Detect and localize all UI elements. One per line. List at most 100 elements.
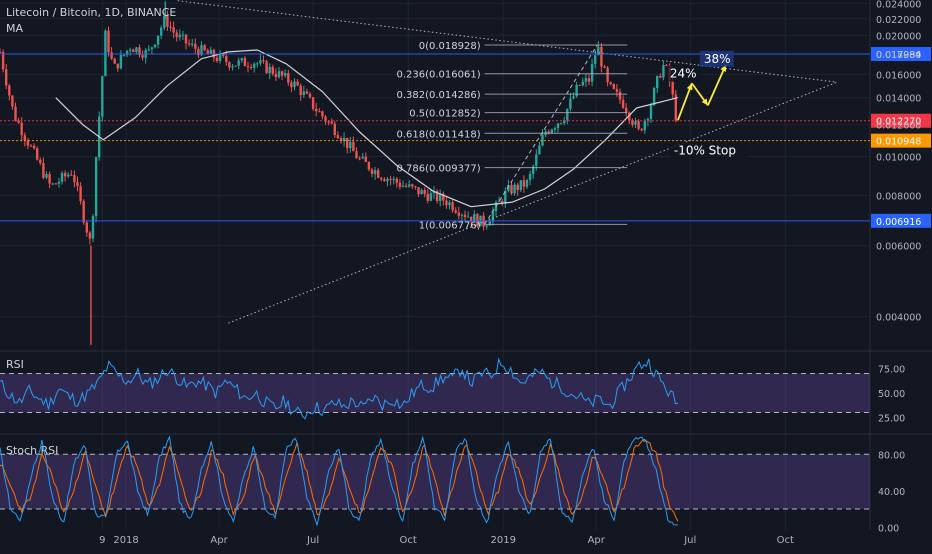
candle-body	[191, 43, 194, 45]
candle-body	[253, 63, 256, 68]
candle-body	[169, 26, 172, 28]
candle-body	[451, 202, 454, 211]
indicator-ma-label[interactable]: MA	[6, 22, 24, 35]
price-tick-label-10: 0.004000	[876, 312, 921, 323]
candle-body	[302, 91, 305, 96]
candle-body	[29, 145, 33, 147]
candle-body	[311, 97, 315, 109]
candle-body	[501, 200, 504, 204]
candle-body	[659, 75, 662, 78]
candle-body	[67, 174, 70, 177]
candle-body	[435, 191, 439, 201]
candle-100	[308, 91, 312, 99]
candle-body	[566, 108, 569, 121]
candle-body	[76, 182, 79, 187]
candle-body	[14, 106, 17, 121]
candle-body	[507, 185, 510, 191]
candle-body	[578, 84, 581, 86]
stoch-tick-label-0: 80.00	[878, 450, 905, 461]
candle-body	[643, 120, 646, 131]
candle-body	[336, 135, 340, 139]
candle-140	[432, 186, 436, 200]
stoch-k-line	[0, 435, 678, 526]
candle-body	[85, 222, 88, 233]
candle-body	[36, 148, 39, 160]
candle-94	[290, 80, 293, 93]
candle-89	[274, 68, 278, 81]
candle-191	[590, 58, 594, 87]
symbol-title[interactable]: Litecoin / Bitcoin, 1D, BINANCE	[6, 6, 177, 19]
candle-body	[572, 96, 575, 99]
candle-body	[597, 46, 600, 56]
candle-body	[358, 158, 361, 160]
price-tick-label-0: 0.024000	[876, 0, 921, 11]
level-tag-3	[871, 213, 931, 228]
candle-body	[513, 184, 516, 194]
arrow-up-first	[677, 83, 693, 121]
candle-body	[603, 66, 606, 68]
candle-body	[277, 71, 281, 78]
projection-arrows: 24% 38% -10% Stop	[665, 50, 748, 159]
x-tick-label-1: 2018	[113, 535, 138, 546]
candle-175	[541, 128, 544, 147]
candle-20	[60, 171, 64, 185]
candle-body	[612, 84, 615, 89]
candle-53	[163, 12, 166, 31]
candle-105	[324, 114, 327, 125]
candle-body	[618, 91, 622, 100]
candle-body	[175, 32, 178, 38]
candle-body	[637, 121, 640, 129]
candle-body	[1, 52, 5, 70]
candle-body	[153, 44, 157, 48]
stoch-tick-label-2: 0.00	[878, 523, 899, 534]
candle-body	[547, 131, 550, 134]
candle-body	[308, 93, 312, 98]
candle-98	[302, 85, 305, 98]
candle-body	[26, 140, 30, 146]
candle-body	[51, 183, 54, 185]
candle-body	[553, 128, 557, 130]
candle-55	[169, 21, 172, 32]
fib-level-label-5: 0.786(0.009377)	[396, 164, 480, 175]
candle-body	[125, 50, 129, 55]
candle-51	[156, 35, 160, 49]
candle-body	[234, 65, 237, 67]
candle-body	[324, 116, 327, 122]
candle-103	[318, 108, 321, 113]
candle-body	[132, 49, 135, 53]
candle-body	[429, 193, 433, 201]
candle-172	[532, 164, 535, 179]
candle-143	[442, 191, 445, 206]
candle-body	[206, 50, 209, 54]
level-tag-label-2: 0.010948	[876, 137, 921, 148]
candle-64	[197, 46, 200, 59]
candle-body	[318, 111, 321, 113]
candle-body	[138, 47, 141, 56]
candle-141	[435, 189, 439, 204]
candle-body	[194, 43, 197, 49]
candle-body	[389, 178, 392, 180]
candle-109	[336, 131, 340, 139]
candle-79	[243, 55, 247, 67]
candle-body	[460, 214, 464, 216]
candle-144	[445, 195, 448, 209]
candle-170	[525, 178, 529, 189]
candle-167	[516, 182, 519, 196]
fib-level-label-6: 1(0.006776)	[419, 220, 481, 231]
candle-24	[73, 170, 76, 188]
stoch-tick-label-1: 40.00	[878, 487, 905, 498]
candle-19	[57, 177, 61, 188]
candle-body	[327, 121, 330, 123]
candle-body	[569, 98, 572, 109]
candle-body	[373, 170, 377, 174]
candle-119	[367, 161, 371, 172]
candle-59	[181, 30, 185, 40]
candle-112	[346, 137, 349, 154]
candle-31	[94, 156, 98, 223]
candle-159	[491, 206, 495, 226]
candle-body	[228, 62, 231, 68]
fib-level-label-2: 0.382(0.014286)	[396, 90, 480, 101]
candle-67	[206, 48, 209, 54]
candle-206	[637, 119, 640, 131]
